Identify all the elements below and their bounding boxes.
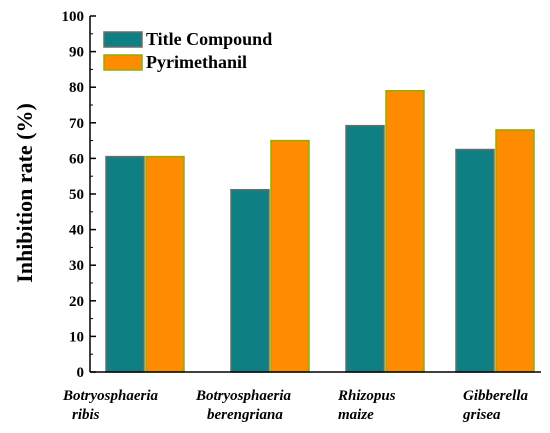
y-tick-label: 50 <box>69 187 84 203</box>
category-label-3-line-1: grisea <box>462 407 501 423</box>
bar-pyrimethanil-3 <box>495 129 535 373</box>
category-label-3-line-0: Gibberella <box>463 388 528 404</box>
bar-title-compound-1 <box>230 188 270 373</box>
bar-pyrimethanil-2 <box>385 90 425 373</box>
axes-group: 0 10 20 30 40 50 60 70 80 90 100 <box>62 9 541 381</box>
y-tick-label: 0 <box>77 365 85 381</box>
y-tick-label: 40 <box>69 223 84 239</box>
legend: Title Compound Pyrimethanil <box>103 29 272 72</box>
bar-title-compound-2 <box>345 124 385 373</box>
category-label-0-line-0: Botryosphaeria <box>62 388 159 404</box>
bars-group <box>105 90 535 373</box>
y-tick-label: 10 <box>69 329 84 345</box>
bar-title-compound-3 <box>455 148 495 373</box>
category-labels: Botryosphaeria ribis Botryosphaeria berengr… <box>62 388 528 423</box>
legend-label-1: Pyrimethanil <box>146 52 247 72</box>
category-label-1-line-0: Botryosphaeria <box>195 388 292 404</box>
category-label-2-line-1: maize <box>338 407 374 423</box>
y-tick-label: 100 <box>62 9 85 25</box>
legend-swatch-1 <box>103 54 143 71</box>
y-tick-label: 70 <box>69 116 84 132</box>
legend-swatch-0 <box>103 31 143 48</box>
category-label-0-line-1: ribis <box>72 407 100 423</box>
bar-pyrimethanil-1 <box>270 139 310 373</box>
y-tick-label: 30 <box>69 258 84 274</box>
legend-label-0: Title Compound <box>146 29 272 49</box>
y-tick-label: 60 <box>69 151 84 167</box>
bar-title-compound-0 <box>105 155 145 373</box>
y-axis-label: Inhibition rate (%) <box>12 103 37 283</box>
bar-pyrimethanil-0 <box>145 155 185 373</box>
category-label-1-line-1: berengriana <box>207 407 283 423</box>
y-tick-label: 90 <box>69 45 84 61</box>
y-tick-label: 20 <box>69 294 84 310</box>
category-label-2-line-0: Rhizopus <box>337 388 396 404</box>
y-tick-label: 80 <box>69 80 84 96</box>
